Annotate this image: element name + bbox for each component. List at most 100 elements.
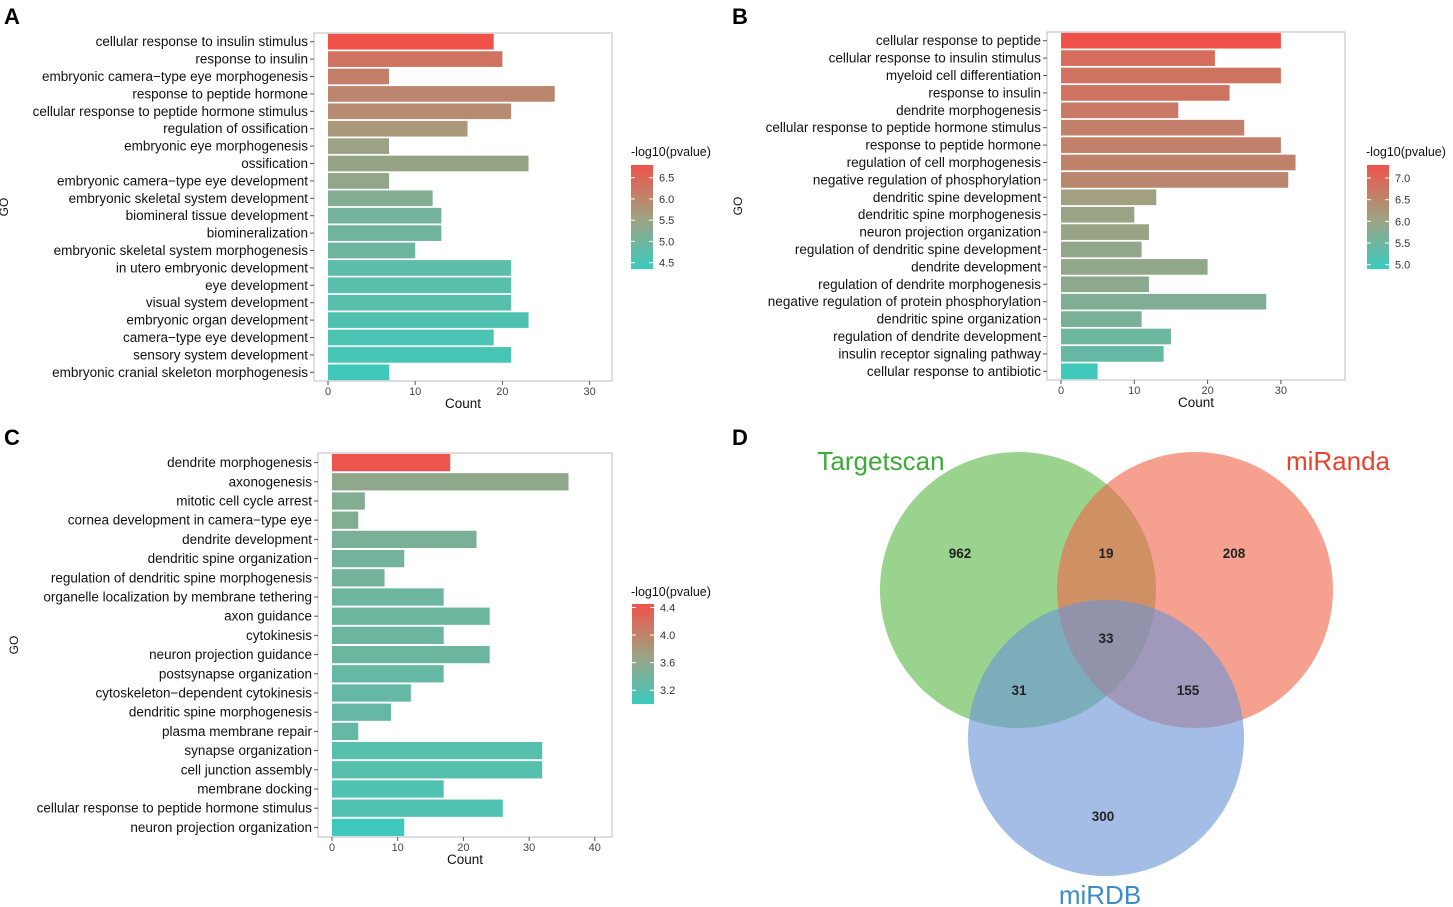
x-tick-label: 10 xyxy=(392,842,404,854)
y-tick-label: organelle localization by membrane tethe… xyxy=(43,590,312,605)
venn-count-targetscan-mirdb: 31 xyxy=(1011,683,1027,698)
legend-title: -log10(pvalue) xyxy=(631,585,711,599)
y-tick-label: dendritic spine organization xyxy=(877,312,1041,327)
panel-b-chart: cellular response to peptide cellular res… xyxy=(731,31,1446,410)
bar xyxy=(1061,328,1171,345)
bar xyxy=(1061,50,1215,66)
bar xyxy=(328,312,529,328)
x-tick-label: 0 xyxy=(325,386,331,398)
legend-tick-label: 6.5 xyxy=(659,173,674,185)
bar xyxy=(328,277,512,294)
x-tick-label: 40 xyxy=(589,842,601,854)
y-tick-label: dendritic spine development xyxy=(873,190,1041,205)
bar xyxy=(1061,293,1267,310)
legend-colorbar xyxy=(632,604,654,704)
y-tick-label: regulation of dendritic spine developmen… xyxy=(795,242,1041,257)
y-tick-label: biomineralization xyxy=(207,226,308,241)
y-tick-label: neuron projection organization xyxy=(130,820,312,835)
legend-tick-label: 4.5 xyxy=(659,258,674,270)
x-axis-title: Count xyxy=(447,852,483,867)
bar xyxy=(332,780,444,798)
bar xyxy=(332,569,385,587)
bar xyxy=(328,86,555,102)
y-tick-label: cellular response to insulin stimulus xyxy=(96,34,309,49)
y-tick-label: embryonic cranial skeleton morphogenesis xyxy=(52,365,308,380)
legend: -log10(pvalue) 7.0 6.5 6.0 5.5 5.0 xyxy=(1366,145,1446,272)
legend-colorbar xyxy=(1367,165,1389,269)
legend-tick-label: 6.5 xyxy=(1395,195,1410,207)
y-tick-label: regulation of dendritic spine morphogene… xyxy=(51,570,312,585)
bar xyxy=(1061,311,1142,327)
bar xyxy=(332,607,490,625)
bar xyxy=(328,51,503,67)
legend-tick-label: 5.0 xyxy=(1395,260,1410,272)
bar xyxy=(332,799,503,817)
panel-label-b: B xyxy=(732,4,748,29)
x-tick-label: 0 xyxy=(329,842,335,854)
y-tick-label: cellular response to peptide xyxy=(876,33,1041,48)
venn-label-mirdb: miRDB xyxy=(1059,880,1141,907)
bar xyxy=(1061,276,1149,293)
venn-circle-mirdb xyxy=(968,600,1244,876)
y-tick-label: regulation of dendrite development xyxy=(833,329,1041,344)
y-tick-label: in utero embryonic development xyxy=(116,260,308,275)
y-tick-label: cellular response to peptide hormone sti… xyxy=(33,104,309,119)
bar xyxy=(1061,172,1289,188)
y-tick-label: negative regulation of phosphorylation xyxy=(813,172,1041,187)
x-tick-label: 10 xyxy=(1128,385,1140,397)
bar xyxy=(1061,154,1296,171)
bar xyxy=(328,138,390,154)
panel-d-venn: Targetscan miRanda miRDB 962 19 208 33 31 155 300 xyxy=(817,446,1390,907)
x-tick-label: 30 xyxy=(1275,385,1287,397)
x-tick-label: 20 xyxy=(1201,385,1213,397)
y-tick-label: embryonic eye morphogenesis xyxy=(124,139,308,154)
bar xyxy=(332,761,543,779)
y-tick-label: dendritic spine morphogenesis xyxy=(858,207,1041,222)
y-tick-label: sensory system development xyxy=(133,347,308,362)
y-tick-label: negative regulation of protein phosphory… xyxy=(768,294,1041,309)
venn-count-targetscan-miranda: 19 xyxy=(1098,546,1113,561)
legend-tick-label: 6.0 xyxy=(1395,216,1410,228)
bar xyxy=(1061,189,1157,206)
bar xyxy=(328,294,512,311)
y-tick-label: dendrite development xyxy=(182,532,312,547)
x-tick-label: 20 xyxy=(496,386,508,398)
bar xyxy=(328,103,512,120)
y-tick-label: cellular response to antibiotic xyxy=(867,364,1041,379)
bar xyxy=(332,665,444,683)
bar xyxy=(1061,32,1281,49)
legend-title: -log10(pvalue) xyxy=(631,145,711,159)
panel-label-d: D xyxy=(732,425,748,450)
legend-tick-label: 3.2 xyxy=(660,685,675,697)
y-tick-label: neuron projection guidance xyxy=(149,647,312,662)
bar xyxy=(1061,241,1142,258)
panel-label-a: A xyxy=(4,4,20,29)
bar xyxy=(332,741,543,760)
bar xyxy=(328,364,390,381)
bar xyxy=(328,242,416,259)
y-tick-label: membrane docking xyxy=(197,782,312,797)
plot-frame xyxy=(1046,31,1346,381)
y-tick-label: cellular response to peptide hormone sti… xyxy=(766,120,1042,135)
y-axis-title: GO xyxy=(7,636,21,655)
bar xyxy=(332,703,392,721)
venn-count-all-three: 33 xyxy=(1098,631,1114,646)
y-tick-label: response to insulin xyxy=(928,85,1041,100)
y-tick-label: eye development xyxy=(205,278,308,293)
y-tick-label: dendritic spine morphogenesis xyxy=(129,705,312,720)
y-tick-label: response to peptide hormone xyxy=(132,86,308,101)
bar xyxy=(1061,259,1208,275)
bar xyxy=(328,68,390,85)
venn-label-miranda: miRanda xyxy=(1286,446,1391,476)
legend-colorbar xyxy=(631,165,653,269)
y-tick-label: biomineral tissue development xyxy=(126,208,309,223)
y-tick-label: cytokinesis xyxy=(246,628,312,643)
bar xyxy=(1061,102,1179,119)
y-tick-label: neuron projection organization xyxy=(859,225,1041,240)
y-tick-label: dendrite morphogenesis xyxy=(896,103,1041,118)
x-tick-label: 30 xyxy=(583,386,595,398)
bar xyxy=(1061,85,1230,101)
bar xyxy=(332,818,405,837)
bar xyxy=(328,225,442,241)
x-tick-label: 20 xyxy=(457,842,469,854)
